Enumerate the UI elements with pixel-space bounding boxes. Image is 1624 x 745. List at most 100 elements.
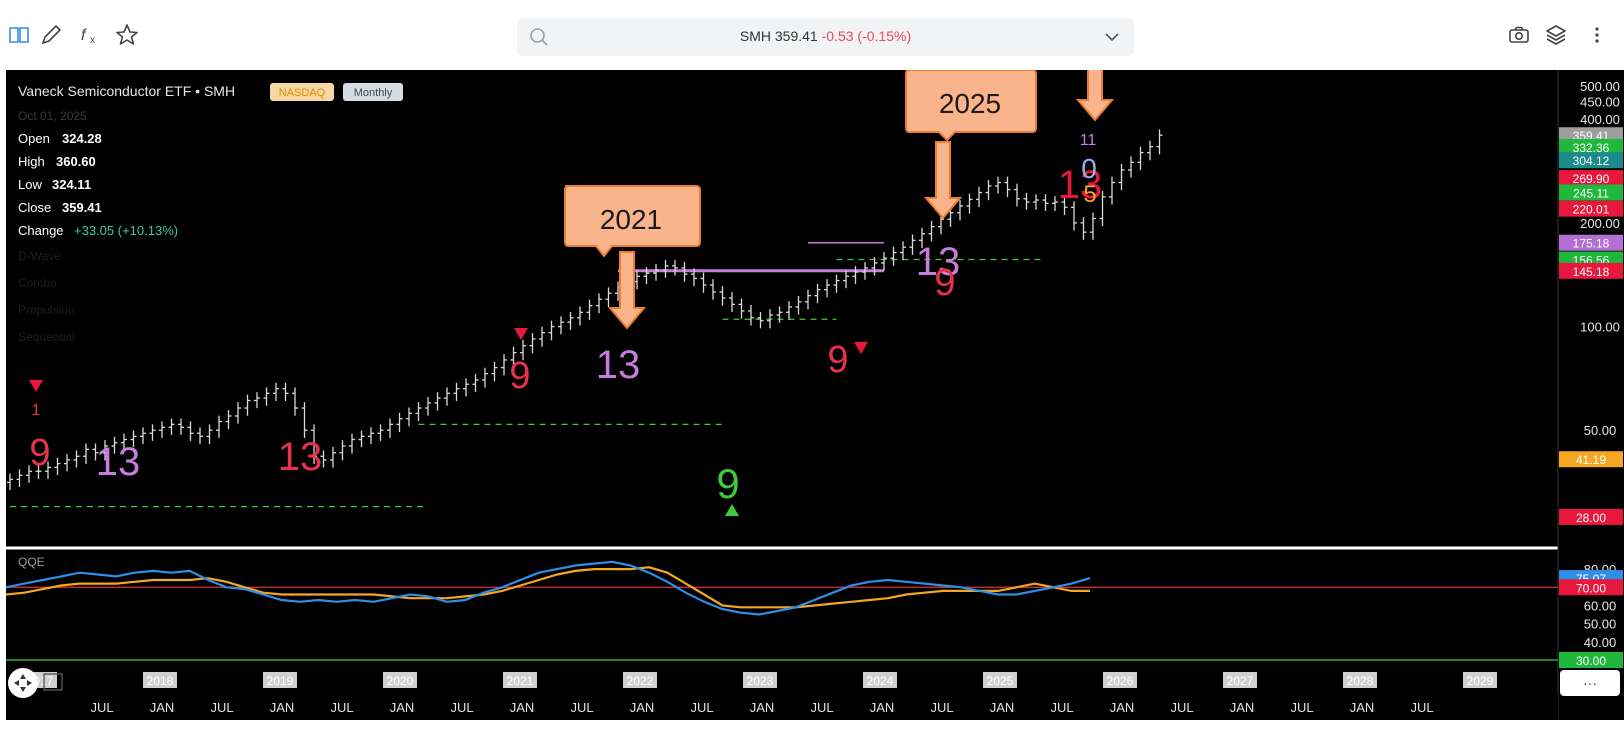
quote-change: -0.53: [821, 28, 854, 44]
chart-area[interactable]: 1 9 13 9 13 9 13 9 13 9 13 11 0 5 2021 2: [0, 43, 1624, 740]
chart-svg[interactable]: 1 9 13 9 13 9 13 9 13 9 13 11 0 5 2021 2: [0, 43, 1624, 740]
time-tick-label: JUL: [1410, 700, 1433, 715]
star-icon[interactable]: [114, 22, 140, 48]
change-value: +33.05 (+10.13%): [74, 223, 178, 238]
candles: [7, 129, 1163, 491]
price-tag: [1559, 152, 1623, 169]
year-badge: [143, 672, 177, 688]
annotation-setup-9-2024: 9: [934, 262, 955, 304]
qqe-value-tag: [1559, 652, 1623, 668]
time-tick-label: JUL: [690, 700, 713, 715]
symbol-name: Vaneck Semiconductor ETF • SMH: [18, 83, 235, 99]
annotation-buy-setup-9-2022: 9: [716, 460, 739, 507]
year-badge: [863, 672, 897, 688]
move-arrows-icon: [14, 674, 32, 692]
time-tick-label: JAN: [870, 700, 895, 715]
study-propulsion[interactable]: Propulsion: [18, 303, 75, 317]
price-tag: [1559, 170, 1623, 187]
year-label: 2024: [867, 674, 894, 688]
calendar-icon: [43, 673, 63, 691]
year-label: 2021: [507, 674, 534, 688]
year-label: 2022: [627, 674, 654, 688]
pan-control[interactable]: [8, 668, 38, 698]
annotation-countdown-13-2021: 13: [596, 343, 641, 387]
year-badge: [1223, 672, 1257, 688]
time-tick-label: JUL: [1050, 700, 1073, 715]
price-tag-label: 304.12: [1573, 154, 1610, 168]
price-tags: 359.41332.36304.12269.90245.11220.01175.…: [1559, 127, 1623, 525]
year-label: 2026: [1107, 674, 1134, 688]
time-tick-label: JUL: [210, 700, 233, 715]
axis-settings-button[interactable]: ···: [1560, 670, 1620, 696]
price-tag: [1559, 262, 1623, 279]
time-tick-label: JUL: [90, 700, 113, 715]
time-tick-label: JUL: [930, 700, 953, 715]
camera-icon[interactable]: [1506, 22, 1532, 48]
year-badge: [623, 672, 657, 688]
more-vertical-icon[interactable]: [1584, 22, 1610, 48]
time-tick-label: JUL: [570, 700, 593, 715]
sell-arrow-marker: [854, 342, 868, 354]
year-badge: [1463, 672, 1497, 688]
time-tick-label: JAN: [990, 700, 1015, 715]
callout-label-2025: 2025: [939, 88, 1001, 119]
pencil-icon[interactable]: [38, 22, 64, 48]
price-tag-label: 175.18: [1573, 237, 1610, 251]
price-tick-label: 500.00: [1580, 79, 1620, 94]
price-tag: [1559, 184, 1623, 201]
chevron-down-icon[interactable]: [1104, 30, 1120, 49]
price-tag-label: 220.01: [1573, 203, 1610, 217]
callout-2025: 2025: [905, 69, 1037, 220]
year-label: 2027: [1227, 674, 1254, 688]
more-label: ···: [1583, 675, 1597, 691]
time-tick-label: JAN: [270, 700, 295, 715]
qqe-value-tag-label: 70.00: [1576, 581, 1606, 595]
bar-date: Oct 01, 2025: [18, 109, 87, 123]
svg-text:f: f: [81, 27, 87, 44]
year-label: 2025: [987, 674, 1014, 688]
callout-arrow-2021: [607, 251, 647, 330]
low-value: 324.11: [52, 177, 91, 192]
year-label: 2019: [267, 674, 294, 688]
callout-2021: 2021: [564, 185, 701, 330]
year-badge: [383, 672, 417, 688]
sell-arrow-marker: [29, 380, 43, 392]
annotation-countdown-1: 1: [32, 402, 41, 419]
time-tick-label: JAN: [390, 700, 415, 715]
qqe-value-tag: [1559, 579, 1623, 596]
year-label: 2028: [1347, 674, 1374, 688]
symbol-search-bar[interactable]: SMH 359.41 -0.53 (-0.15%): [517, 18, 1134, 56]
annotation-count-5: 5: [1083, 181, 1096, 208]
svg-text:x: x: [90, 35, 95, 46]
price-tag: [1559, 234, 1623, 251]
calendar-button[interactable]: [43, 673, 63, 691]
year-label: 2020: [387, 674, 414, 688]
callout-label-2021: 2021: [600, 204, 662, 235]
price-tag-label: 28.00: [1576, 511, 1606, 525]
price-tick-label: 400.00: [1580, 112, 1620, 127]
time-tick-label: JUL: [330, 700, 353, 715]
book-icon[interactable]: [6, 22, 32, 48]
year-label: 2018: [147, 674, 174, 688]
year-badge: [983, 672, 1017, 688]
qqe-tick-label: 40.00: [1584, 635, 1617, 650]
study-dwave[interactable]: D-Wave: [18, 249, 61, 263]
year-badge: [263, 672, 297, 688]
annotation-setup-9-2023: 9: [827, 339, 848, 381]
quote-summary: SMH 359.41 -0.53 (-0.15%): [517, 28, 1134, 44]
year-badge: [1343, 672, 1377, 688]
year-badge: [1103, 672, 1137, 688]
qqe-pane: [5, 560, 1558, 661]
search-icon: [529, 27, 549, 52]
open-value: 324.28: [62, 131, 102, 146]
year-badge: [743, 672, 777, 688]
layers-icon[interactable]: [1543, 22, 1569, 48]
study-combo[interactable]: Combo: [18, 276, 57, 290]
study-sequential[interactable]: Sequential: [18, 330, 75, 344]
time-axis[interactable]: JUL JAN JUL JAN JUL JAN JUL JAN JUL JAN JUL JAN JUL J…: [6, 694, 1558, 720]
interval-badge[interactable]: [343, 83, 403, 101]
annotations: 1 9 13 9 13 9 13 9 13 9 13 11 0 5: [29, 132, 1102, 516]
